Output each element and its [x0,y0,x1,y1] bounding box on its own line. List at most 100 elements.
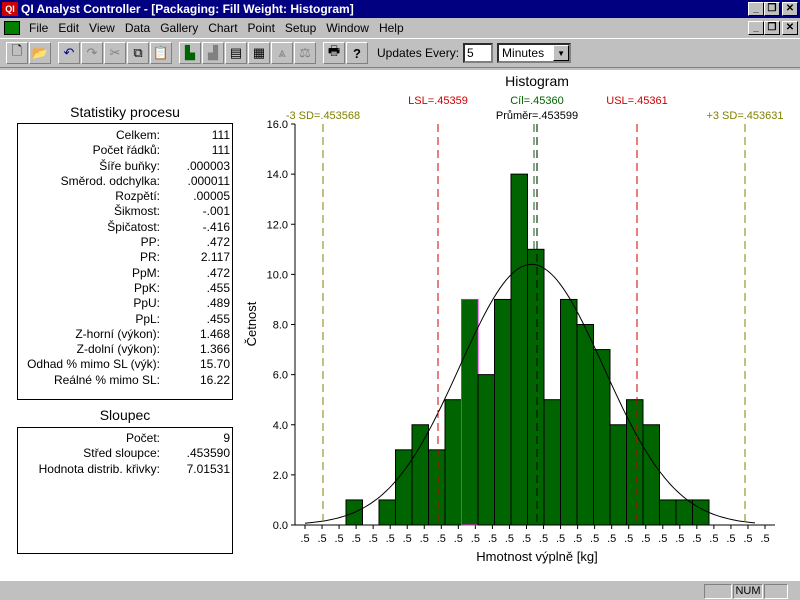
stats-label: PpK: [133,280,160,295]
histogram-bar [609,424,627,526]
stats-value: .455 [206,311,230,326]
stats-row: Směrod. odchylka: .000011 [18,174,232,189]
column-value: .453590 [186,446,230,461]
redo-icon[interactable]: ↷ [81,42,103,64]
x-tick-label: .5 [317,533,326,545]
histogram-bar [378,499,396,526]
stats-label: Z-dolní (výkon): [76,342,160,357]
menu-view[interactable]: View [89,21,115,35]
status-num: NUM [733,584,763,599]
target-annotation: Cíl=.45360 [510,95,564,107]
menu-point[interactable]: Point [247,21,275,35]
process-stats-box: Celkem: 111 Počet řádků: 111 Šíře buňky: .000… [17,123,233,400]
menu-help[interactable]: Help [378,21,404,35]
updates-interval-input[interactable]: 5 [463,43,494,63]
histogram-bar [510,173,528,526]
document-window-icon[interactable] [4,21,20,35]
stats-row: Reálné % mimo SL: 16.22 [18,373,232,388]
stats-row: Rozpětí: .00005 [18,189,232,204]
stats-value: .000011 [187,173,231,188]
chart-icon[interactable]: ▙ [179,42,201,64]
menu-file[interactable]: File [29,21,49,35]
stats-label: Z-horní (výkon): [75,326,160,341]
stats-row: Šíře buňky: .000003 [18,159,232,174]
stats-label: PpM: [131,265,160,280]
doc-close-button[interactable]: ✕ [782,21,798,35]
menu-data[interactable]: Data [124,21,151,35]
help-icon[interactable]: ? [346,42,368,64]
x-tick-label: .5 [420,533,429,545]
x-tick-label: .5 [743,533,752,545]
x-tick-label: .5 [573,533,582,545]
minus-3sd-annotation: -3 SD=.453568 [286,110,360,122]
histogram-bar [576,324,594,526]
x-tick-label: .5 [709,533,718,545]
y-tick-label: 10.0 [267,269,288,281]
minimize-button[interactable]: _ [748,2,764,16]
chevron-down-icon[interactable]: ▼ [553,45,570,61]
x-tick-label: .5 [539,533,548,545]
stats-label: Rozpětí: [115,189,160,204]
normal-curve [304,263,756,524]
pareto-icon[interactable]: ⩓ [271,42,293,64]
close-button[interactable]: ✕ [782,2,798,16]
paste-icon[interactable]: 📋 [150,42,172,64]
histogram-bar [395,449,413,526]
stats-row: Odhad % mimo SL (výk): 15.70 [18,357,232,372]
y-tick-label: 12.0 [267,219,288,231]
histogram-window: Statistiky procesu Celkem: 111 Počet řádků… [0,70,800,580]
stats-value: 15.70 [199,357,230,372]
stats-row: Celkem: 111 [18,128,232,143]
histogram-bar [428,449,446,526]
stats-value: 16.22 [199,372,230,387]
stats-row: PpL: .455 [18,312,232,327]
copy-icon[interactable]: ⧉ [127,42,149,64]
report-icon[interactable]: ▤ [225,42,247,64]
stats-value: .472 [206,235,230,250]
histogram-bar [444,399,462,526]
stats-row: Z-horní (výkon): 1.468 [18,327,232,342]
x-tick-label: .5 [386,533,395,545]
doc-restore-button[interactable]: ❐ [764,21,780,35]
usl-annotation: USL=.45361 [606,95,667,107]
histogram-bar [543,399,561,526]
column-title: Sloupec [99,407,151,423]
restore-button[interactable]: ❐ [764,2,780,16]
menu-chart[interactable]: Chart [208,21,238,35]
table-icon[interactable]: ▦ [248,42,270,64]
stats-value: 111 [211,143,230,158]
stats-value: 2.117 [200,250,230,265]
window-title: QI Analyst Controller - [Packaging: Fill… [21,2,354,16]
stats-value: 111 [211,128,230,142]
x-tick-label: .5 [505,533,514,545]
stats-value: .489 [206,296,230,311]
new-file-icon[interactable]: 🗋 [6,42,28,64]
histogram-icon[interactable]: ▟ [202,42,224,64]
stats-row: PpM: .472 [18,266,232,281]
histogram-bar [527,248,545,526]
x-tick-label: .5 [300,533,309,545]
open-folder-icon[interactable]: 📂 [29,42,51,64]
title-bar: QI QI Analyst Controller - [Packaging: F… [0,0,800,18]
column-row: Počet: 9 [18,431,232,446]
x-tick-label: .5 [726,533,735,545]
histogram-bar [494,298,512,526]
column-value: 9 [223,431,230,445]
menu-window[interactable]: Window [326,21,369,35]
toolbar: 🗋 📂 ↶ ↷ ✂ ⧉ 📋 ▙ ▟ ▤ ▦ ⩓ ⚖ 🖶 ? Updates Ev… [0,38,800,68]
doc-minimize-button[interactable]: _ [748,21,764,35]
updates-unit-select[interactable]: Minutes ▼ [497,43,572,63]
stats-row: Špičatost: -.416 [18,220,232,235]
stats-label: Špičatost: [107,219,160,234]
analysis-icon[interactable]: ⚖ [294,42,316,64]
column-value: 7.01531 [186,461,230,476]
stats-label: Odhad % mimo SL (výk): [27,357,160,372]
undo-icon[interactable]: ↶ [58,42,80,64]
menu-edit[interactable]: Edit [58,21,80,35]
cut-icon[interactable]: ✂ [104,42,126,64]
stats-label: PP: [140,235,160,250]
print-icon[interactable]: 🖶 [323,42,345,64]
histogram-chart[interactable]: 0.0 2.0 4.0 6.0 8.0 10.0 12.0 14.0 16.0 .5 .5 .5 .5.… [240,70,800,580]
menu-gallery[interactable]: Gallery [160,21,199,35]
menu-setup[interactable]: Setup [284,21,317,35]
